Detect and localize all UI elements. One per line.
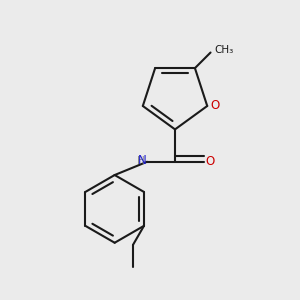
Text: H: H xyxy=(137,156,145,166)
Text: O: O xyxy=(205,155,214,168)
Text: CH₃: CH₃ xyxy=(214,45,233,55)
Text: O: O xyxy=(210,99,219,112)
Text: N: N xyxy=(138,154,147,167)
